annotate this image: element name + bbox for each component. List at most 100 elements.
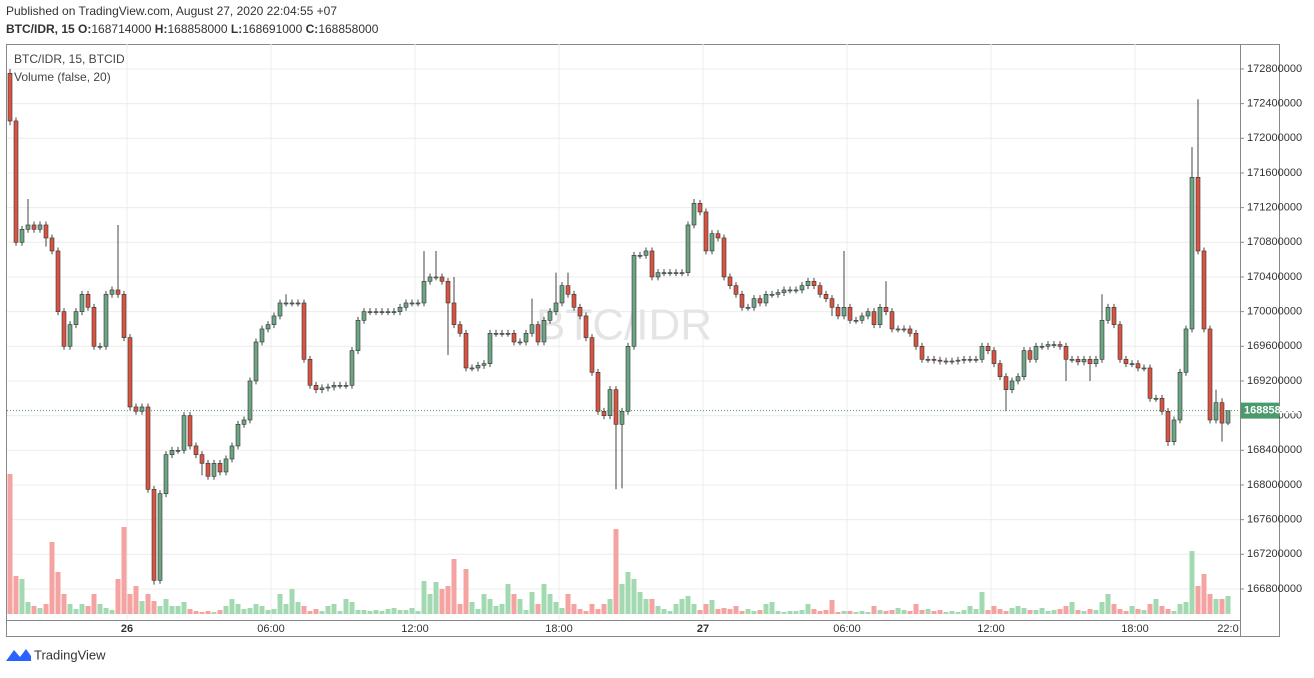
volume-bar bbox=[1141, 610, 1147, 614]
legend-main: BTC/IDR, 15, BTCID bbox=[14, 52, 125, 66]
volume-bar bbox=[319, 611, 325, 614]
candle-body bbox=[541, 319, 547, 343]
candle-body bbox=[793, 289, 799, 292]
candle-body bbox=[925, 359, 931, 361]
candle-body bbox=[115, 289, 121, 295]
candle-body bbox=[919, 346, 925, 360]
candle-body bbox=[499, 333, 505, 335]
volume-bar bbox=[559, 608, 565, 614]
candle-body bbox=[907, 328, 913, 334]
volume-bar bbox=[43, 604, 49, 614]
candle-body bbox=[1045, 344, 1051, 347]
candle-body bbox=[865, 311, 871, 317]
volume-bar bbox=[703, 604, 709, 614]
volume-bar bbox=[1207, 594, 1213, 614]
volume-bar bbox=[1027, 610, 1033, 614]
candle-body bbox=[739, 293, 745, 308]
volume-bar bbox=[967, 606, 973, 614]
candle-body bbox=[1219, 402, 1225, 424]
volume-bar bbox=[229, 599, 235, 614]
candle-body bbox=[895, 328, 901, 331]
volume-bar bbox=[13, 576, 19, 614]
volume-bar bbox=[1039, 608, 1045, 614]
candle-body bbox=[1069, 359, 1075, 361]
volume-bar bbox=[529, 592, 535, 614]
volume-bar bbox=[67, 604, 73, 614]
volume-bar bbox=[73, 609, 79, 614]
volume-bar bbox=[691, 604, 697, 614]
candle-body bbox=[853, 319, 859, 322]
candle-body bbox=[295, 302, 301, 305]
candle-body bbox=[97, 346, 103, 348]
volume-bar bbox=[1069, 602, 1075, 614]
candle-body bbox=[715, 233, 721, 239]
volume-bar bbox=[181, 602, 187, 614]
candle-body bbox=[817, 285, 823, 295]
volume-bar bbox=[37, 608, 43, 614]
volume-bar bbox=[505, 584, 511, 614]
candle-body bbox=[151, 489, 157, 581]
candle-body bbox=[235, 424, 241, 447]
volume-bar bbox=[481, 594, 487, 614]
volume-bar bbox=[391, 608, 397, 614]
volume-bar bbox=[217, 610, 223, 614]
volume-bar bbox=[583, 611, 589, 614]
volume-bar bbox=[547, 594, 553, 614]
candle-body bbox=[1135, 363, 1141, 369]
y-tick-label: 166800000 bbox=[1247, 583, 1302, 595]
volume-bar bbox=[427, 594, 433, 614]
h-label: H: bbox=[155, 22, 168, 36]
volume-bar bbox=[673, 604, 679, 614]
volume-bar bbox=[121, 527, 127, 614]
candle-body bbox=[1165, 411, 1171, 442]
candle-body bbox=[1153, 398, 1159, 400]
candle-body bbox=[319, 387, 325, 390]
candle-body bbox=[565, 285, 571, 295]
volume-bar bbox=[169, 606, 175, 614]
y-tick-label: 171200000 bbox=[1247, 202, 1302, 214]
volume-bar bbox=[889, 610, 895, 614]
logo-icon bbox=[6, 649, 31, 661]
candle-body bbox=[427, 276, 433, 282]
symbol: BTC/IDR, 15 bbox=[6, 22, 75, 36]
volume-bar bbox=[895, 608, 901, 614]
volume-bar bbox=[1165, 609, 1171, 614]
y-tick-label: 167200000 bbox=[1247, 548, 1302, 560]
candle-body bbox=[355, 319, 361, 351]
candle-body bbox=[727, 276, 733, 286]
candle-body bbox=[643, 250, 649, 256]
candle-body bbox=[79, 293, 85, 312]
x-tick-label: 12:00 bbox=[977, 623, 1005, 635]
candle-body bbox=[943, 360, 949, 363]
y-tick-label: 170800000 bbox=[1247, 236, 1302, 248]
candle-body bbox=[1105, 306, 1111, 321]
volume-bar bbox=[613, 529, 619, 614]
volume-bar bbox=[307, 611, 313, 614]
volume-bar bbox=[775, 611, 781, 614]
candle-body bbox=[205, 463, 211, 477]
candle-body bbox=[199, 454, 205, 464]
volume-bar bbox=[553, 602, 559, 614]
candle-body bbox=[823, 293, 829, 299]
volume-bar bbox=[997, 609, 1003, 614]
candle-body bbox=[511, 333, 517, 343]
candle-body bbox=[361, 311, 367, 321]
candle-body bbox=[385, 311, 391, 313]
volume-bar bbox=[907, 611, 913, 614]
volume-bar bbox=[721, 608, 727, 614]
candle-body bbox=[829, 298, 835, 308]
candle-body bbox=[967, 359, 973, 361]
candle-body bbox=[313, 385, 319, 390]
y-tick-label: 171600000 bbox=[1247, 167, 1302, 179]
candle-body bbox=[379, 311, 385, 313]
brand-logo: TradingView bbox=[6, 647, 106, 662]
volume-bar bbox=[295, 602, 301, 614]
volume-bar bbox=[901, 610, 907, 614]
volume-bar bbox=[751, 611, 757, 614]
volume-bar bbox=[373, 610, 379, 614]
candle-body bbox=[691, 202, 697, 226]
candle-body bbox=[811, 280, 817, 286]
candle-body bbox=[1075, 359, 1081, 363]
candle-body bbox=[211, 463, 217, 477]
candle-body bbox=[559, 285, 565, 304]
